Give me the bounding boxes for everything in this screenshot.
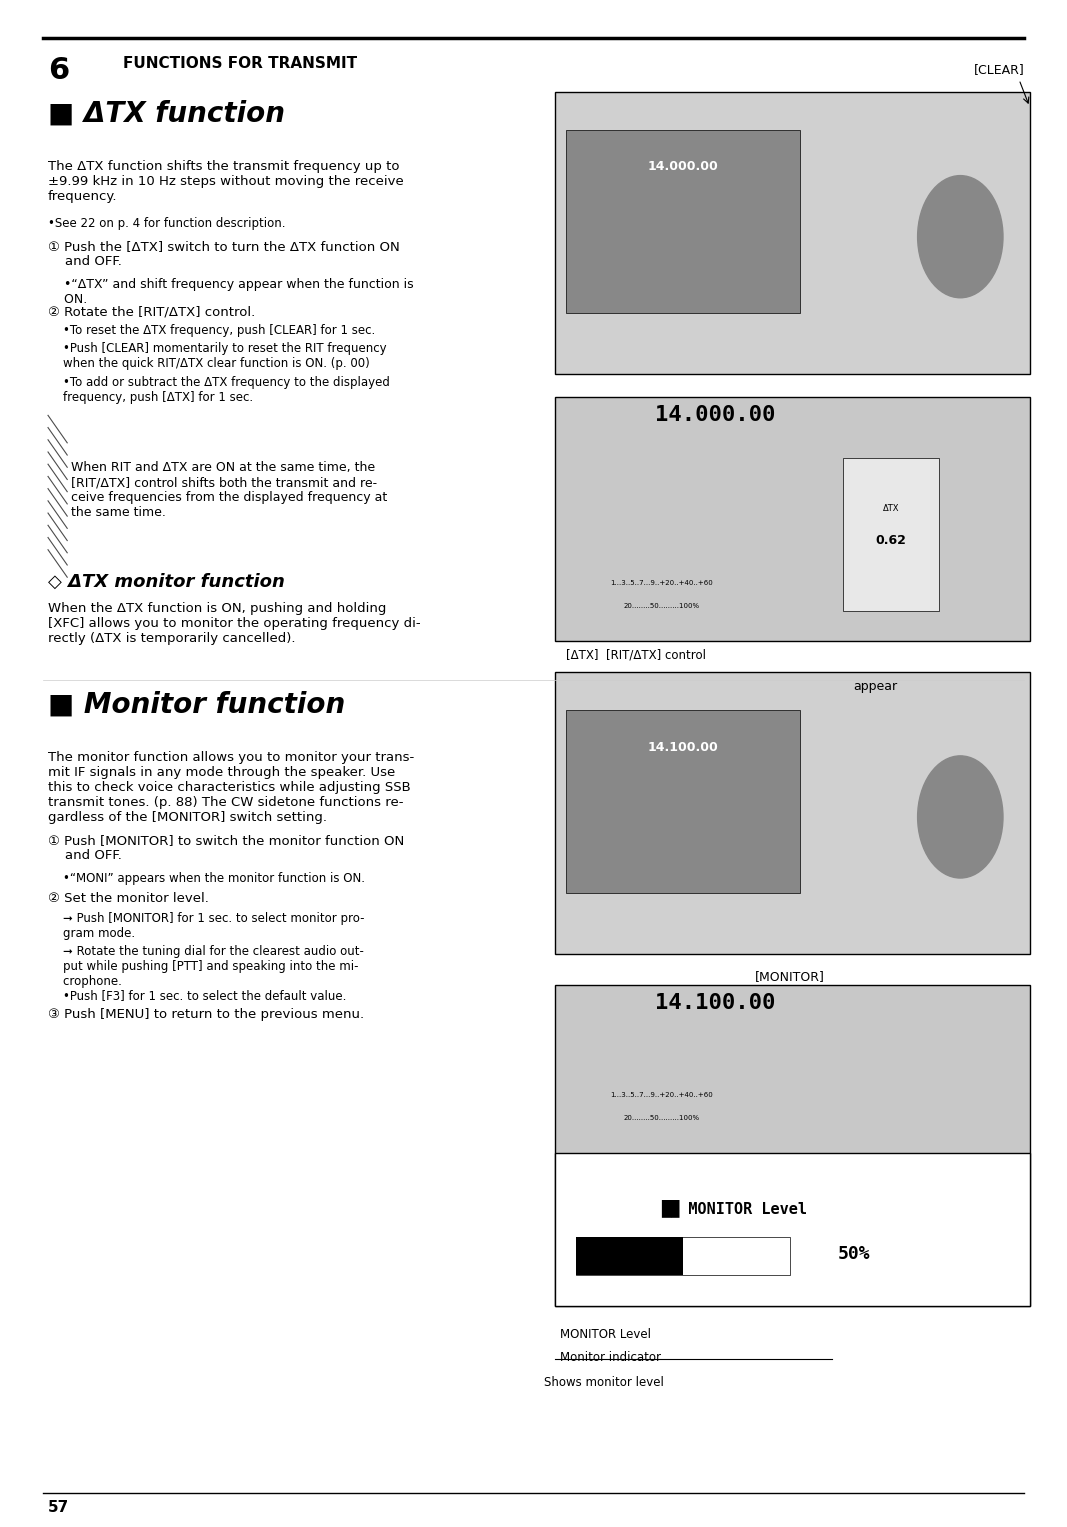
Text: •To reset the ΔTX frequency, push [CLEAR] for 1 sec.: •To reset the ΔTX frequency, push [CLEAR… [48,324,376,337]
Text: ■ Monitor function: ■ Monitor function [48,690,346,718]
Text: 57: 57 [48,1500,69,1515]
Text: •Push [CLEAR] momentarily to reset the RIT frequency
    when the quick RIT/ΔTX : •Push [CLEAR] momentarily to reset the R… [48,342,386,370]
Text: ① Push [MONITOR] to switch the monitor function ON
    and OFF.: ① Push [MONITOR] to switch the monitor f… [48,834,404,861]
Text: 20........50.........100%: 20........50.........100% [623,603,700,609]
Text: 0.62: 0.62 [876,534,906,548]
Text: 6: 6 [48,56,69,86]
Text: MONITOR Level: MONITOR Level [560,1328,651,1342]
Circle shape [918,756,1003,878]
FancyBboxPatch shape [576,1237,790,1275]
Text: 50%: 50% [838,1245,870,1263]
Circle shape [918,176,1003,298]
Text: The ΔTX function shifts the transmit frequency up to
±9.99 kHz in 10 Hz steps wi: The ΔTX function shifts the transmit fre… [48,160,403,203]
Text: 14.100.00: 14.100.00 [655,993,775,1012]
FancyBboxPatch shape [555,397,1030,641]
Text: The monitor function allows you to monitor your trans-
mit IF signals in any mod: The monitor function allows you to monit… [48,751,414,825]
Text: •To add or subtract the ΔTX frequency to the displayed
    frequency, push [ΔTX]: •To add or subtract the ΔTX frequency to… [48,376,389,403]
Text: ① Push the [ΔTX] switch to turn the ΔTX function ON
    and OFF.: ① Push the [ΔTX] switch to turn the ΔTX … [48,240,400,267]
FancyBboxPatch shape [576,1237,683,1275]
Text: [ΔTX]  [RIT/ΔTX] control: [ΔTX] [RIT/ΔTX] control [566,649,705,663]
Text: FUNCTIONS FOR TRANSMIT: FUNCTIONS FOR TRANSMIT [123,56,356,72]
Text: appear: appear [853,680,897,693]
Text: •See 22 on p. 4 for function description.: •See 22 on p. 4 for function description… [48,217,286,231]
FancyBboxPatch shape [566,710,800,893]
Text: ◇ ΔTX monitor function: ◇ ΔTX monitor function [48,573,285,591]
Text: 14.000.00: 14.000.00 [648,160,718,174]
FancyBboxPatch shape [566,130,800,313]
FancyBboxPatch shape [555,985,1030,1306]
Text: •“MONI” appears when the monitor function is ON.: •“MONI” appears when the monitor functio… [48,872,365,886]
Text: ➞ Push [MONITOR] for 1 sec. to select monitor pro-
    gram mode.: ➞ Push [MONITOR] for 1 sec. to select mo… [48,912,365,939]
Text: 14.100.00: 14.100.00 [648,741,718,754]
FancyBboxPatch shape [555,92,1030,374]
Text: Monitor indicator: Monitor indicator [560,1351,662,1365]
Text: Shows monitor level: Shows monitor level [544,1376,664,1390]
Text: ΔTX: ΔTX [882,504,899,513]
Text: [MONITOR]: [MONITOR] [754,970,825,983]
Text: ██ MONITOR Level: ██ MONITOR Level [662,1199,808,1217]
Text: ② Set the monitor level.: ② Set the monitor level. [48,892,209,906]
Text: When RIT and ΔTX are ON at the same time, the
[RIT/ΔTX] control shifts both the : When RIT and ΔTX are ON at the same time… [71,461,387,519]
Text: •“ΔTX” and shift frequency appear when the function is
    ON.: •“ΔTX” and shift frequency appear when t… [48,278,414,305]
Text: When the ΔTX function is ON, pushing and holding
[XFC] allows you to monitor the: When the ΔTX function is ON, pushing and… [48,602,420,644]
Text: 1...3..5..7...9..+20..+40..+60: 1...3..5..7...9..+20..+40..+60 [610,580,713,586]
Text: ➞ Rotate the tuning dial for the clearest audio out-
    put while pushing [PTT]: ➞ Rotate the tuning dial for the cleares… [48,945,364,988]
Text: 20........50.........100%: 20........50.........100% [623,1115,700,1121]
Text: ■ ΔTX function: ■ ΔTX function [48,99,285,127]
Text: 14.000.00: 14.000.00 [655,405,775,425]
Text: •Push [F3] for 1 sec. to select the default value.: •Push [F3] for 1 sec. to select the defa… [48,989,347,1003]
FancyBboxPatch shape [843,458,939,611]
Text: [CLEAR]: [CLEAR] [973,63,1024,76]
Text: ③ Push [MENU] to return to the previous menu.: ③ Push [MENU] to return to the previous … [48,1008,364,1022]
FancyBboxPatch shape [555,672,1030,954]
Text: ② Rotate the [RIT/ΔTX] control.: ② Rotate the [RIT/ΔTX] control. [48,305,255,319]
Text: 1...3..5..7...9..+20..+40..+60: 1...3..5..7...9..+20..+40..+60 [610,1092,713,1098]
FancyBboxPatch shape [555,1153,1030,1306]
